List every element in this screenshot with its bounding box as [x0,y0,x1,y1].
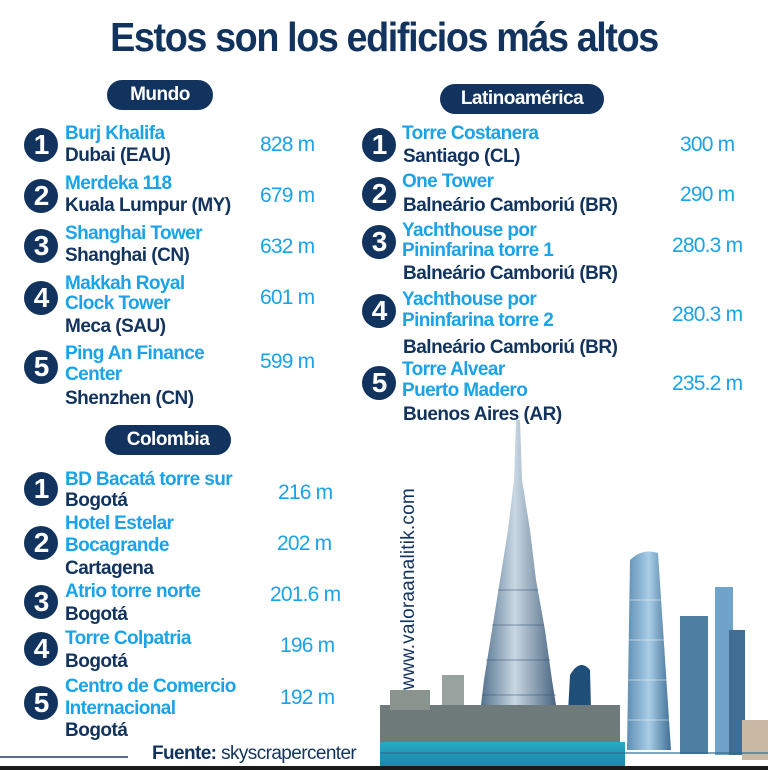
building-name-line2: Internacional [65,698,176,719]
building-city: Kuala Lumpur (MY) [65,195,231,216]
rank-badge: 5 [362,366,396,400]
building-height: 235.2 m [672,372,743,395]
building-height: 280.3 m [672,303,743,326]
building-city: Buenos Aires (AR) [403,404,562,425]
building-height: 599 m [260,350,315,373]
building-name: Centro de Comercio [65,676,236,697]
building-city: Bogotá [65,651,128,672]
rank-badge: 1 [24,128,58,162]
rank-badge: 3 [24,229,58,263]
building-height: 201.6 m [270,583,341,606]
rank-badge: 5 [24,350,58,384]
building-height: 196 m [280,634,335,657]
building-name: Ping An Finance [65,343,205,364]
rank-badge: 4 [24,281,58,315]
building-name: Atrio torre norte [65,581,201,602]
building-name: One Tower [402,171,494,192]
building-name: Makkah Royal [65,273,185,294]
building-city: Balneário Camboriú (BR) [403,263,618,284]
skyline-illustration [380,420,768,766]
building-height: 828 m [260,133,315,156]
building-name: Torre Costanera [402,123,539,144]
building-name: Yachthouse por [402,220,537,241]
building-height: 280.3 m [672,234,743,257]
building-name-line2: Puerto Madero [402,380,528,401]
website-url: www.valoraanalitik.com [398,488,419,690]
building-city: Cartagena [65,558,154,579]
rank-badge: 4 [362,294,396,328]
section-label-colombia: Colombia [105,425,231,455]
section-label-mundo: Mundo [107,80,213,110]
building-name: Torre Colpatria [65,628,191,649]
building-name: Yachthouse por [402,289,537,310]
section-label-latam: Latinoamérica [440,84,604,114]
building-height: 300 m [680,133,735,156]
rank-badge: 2 [362,177,396,211]
rank-badge: 1 [24,472,58,506]
building-height: 601 m [260,286,315,309]
building-height: 202 m [277,532,332,555]
source-credit: Fuente: skyscrapercenter [152,743,357,765]
building-city: Balneário Camboriú (BR) [403,337,618,358]
building-name: Hotel Estelar [65,513,174,534]
building-city: Bogotá [65,720,128,741]
building-city: Bogotá [65,604,128,625]
source-value: skyscrapercenter [221,743,357,764]
building-city: Shanghai (CN) [65,245,190,266]
building-city: Santiago (CL) [403,146,521,167]
building-height: 216 m [278,481,333,504]
rank-badge: 1 [362,128,396,162]
rank-badge: 2 [24,526,58,560]
building-city: Shenzhen (CN) [65,388,194,409]
building-city: Dubai (EAU) [65,145,171,166]
rank-badge: 2 [24,179,58,213]
building-city: Balneário Camboriú (BR) [403,195,618,216]
building-height: 192 m [280,686,335,709]
building-name-line2: Center [65,364,122,385]
building-name: Merdeka 118 [65,173,172,194]
building-name-line2: Pininfarina torre 2 [402,310,554,331]
building-name: Burj Khalifa [65,123,165,144]
building-name: BD Bacatá torre sur [65,469,233,490]
source-label: Fuente: [152,743,217,764]
rank-badge: 4 [24,632,58,666]
building-height: 632 m [260,235,315,258]
building-name-line2: Clock Tower [65,293,171,314]
building-name: Torre Alvear [402,359,505,380]
building-city: Bogotá [65,490,128,511]
page-title: Estos son los edificios más altos [110,14,659,60]
building-name: Shanghai Tower [65,223,203,244]
rank-badge: 3 [24,585,58,619]
building-city: Meca (SAU) [65,316,166,337]
building-height: 290 m [680,183,735,206]
divider [0,756,128,758]
rank-badge: 5 [24,686,58,720]
building-name-line2: Bocagrande [65,535,169,556]
building-name-line2: Pininfarina torre 1 [402,240,554,261]
rank-badge: 3 [362,225,396,259]
building-height: 679 m [260,184,315,207]
bottom-border [0,766,768,770]
